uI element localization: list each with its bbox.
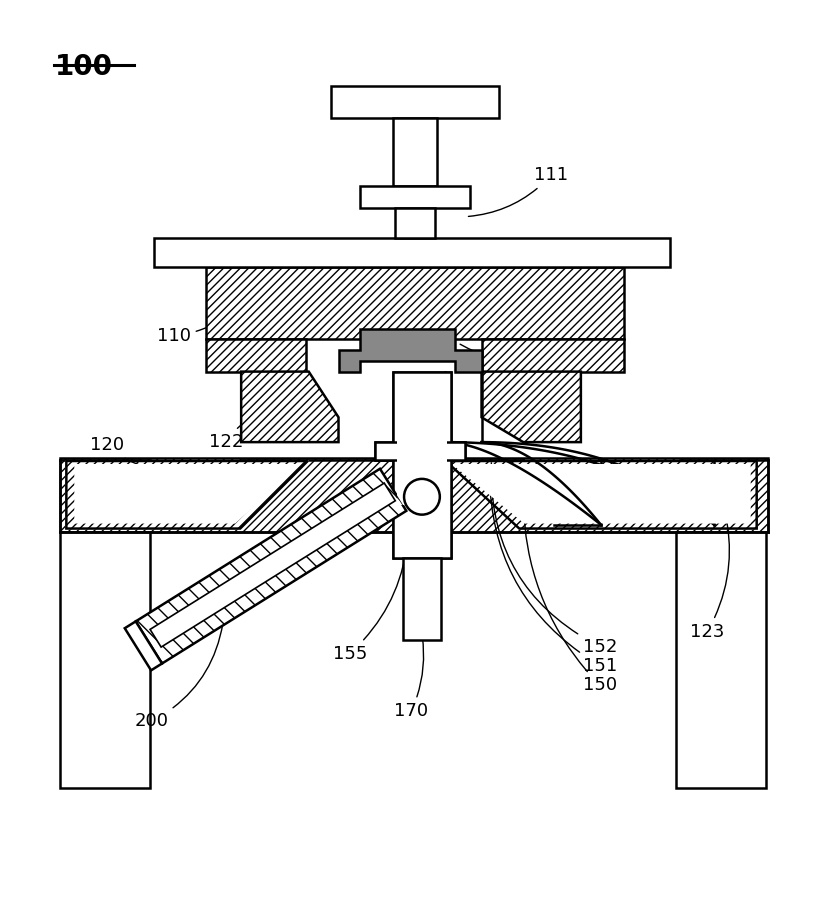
Polygon shape: [74, 464, 300, 523]
Text: S: S: [460, 354, 607, 381]
Bar: [60, 532, 150, 788]
Bar: [206, 268, 623, 339]
Polygon shape: [452, 464, 750, 523]
Polygon shape: [65, 460, 308, 530]
Bar: [60, 458, 767, 532]
Polygon shape: [125, 621, 162, 670]
Text: 120: 120: [90, 436, 177, 472]
Polygon shape: [150, 483, 394, 647]
Circle shape: [404, 479, 439, 515]
Text: 110: 110: [156, 295, 251, 345]
Text: 122: 122: [209, 414, 263, 451]
Bar: [360, 186, 469, 208]
Bar: [403, 558, 440, 640]
Polygon shape: [481, 372, 581, 442]
Bar: [375, 442, 464, 460]
Bar: [393, 118, 437, 186]
Bar: [393, 372, 450, 558]
Bar: [393, 372, 450, 558]
Polygon shape: [338, 329, 481, 372]
Text: 10: 10: [460, 331, 619, 365]
Bar: [206, 339, 305, 372]
Text: 151: 151: [489, 476, 616, 675]
Bar: [481, 339, 623, 372]
Text: 111: 111: [468, 166, 567, 216]
Text: 121: 121: [90, 471, 129, 497]
Text: 170: 170: [394, 637, 428, 720]
Text: 123: 123: [689, 510, 729, 641]
Bar: [206, 339, 305, 372]
Text: 100: 100: [55, 53, 112, 80]
Bar: [330, 86, 499, 118]
Polygon shape: [136, 469, 406, 664]
Bar: [60, 458, 767, 532]
Bar: [375, 442, 464, 460]
Text: 152: 152: [490, 462, 616, 655]
Bar: [676, 532, 765, 788]
Polygon shape: [445, 461, 756, 529]
Polygon shape: [241, 372, 338, 442]
Text: 200: 200: [135, 624, 222, 730]
Polygon shape: [444, 460, 757, 530]
Bar: [206, 268, 623, 339]
Bar: [481, 339, 623, 372]
Bar: [397, 376, 447, 505]
Bar: [154, 237, 670, 268]
Bar: [394, 208, 434, 237]
Text: 155: 155: [332, 537, 408, 663]
Text: 150: 150: [523, 500, 616, 694]
Polygon shape: [66, 461, 308, 529]
